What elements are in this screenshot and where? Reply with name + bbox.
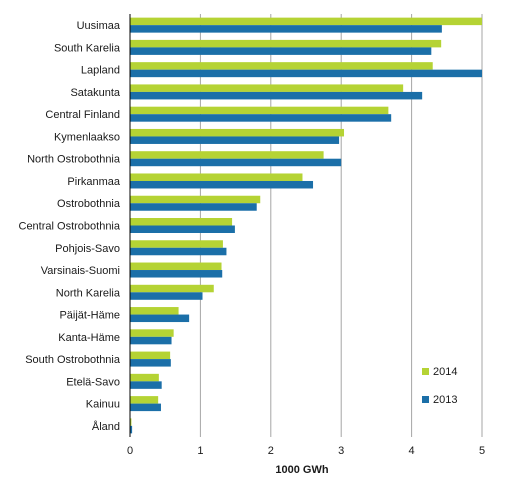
bar-2013-11 (130, 270, 223, 278)
bar-2014-1 (130, 39, 442, 48)
bar-2013-12 (130, 292, 203, 300)
category-label: Kainuu (86, 399, 120, 411)
bar-2014-9 (130, 218, 233, 226)
x-tick-labels: 0 1 2 3 4 5 (127, 445, 485, 457)
bar-2013-1 (130, 47, 432, 55)
bar-2013-9 (130, 225, 235, 233)
bar-2014-18 (130, 418, 132, 426)
bar-2013-0 (130, 25, 442, 33)
category-label: Päijät-Häme (59, 310, 120, 322)
category-label: Åland (92, 420, 120, 433)
category-label: South Karelia (54, 42, 121, 54)
category-label: Central Finland (45, 109, 120, 121)
category-label: Uusimaa (77, 20, 121, 32)
bar-2013-10 (130, 247, 227, 256)
category-label: Varsinais-Suomi (41, 265, 120, 277)
bar-2014-2 (130, 62, 433, 70)
bar-2013-13 (130, 314, 190, 323)
x-tick-label: 1 (197, 445, 203, 457)
category-label: North Karelia (56, 287, 121, 299)
category-labels: Uusimaa South Karelia Lapland Satakunta Cent… (19, 20, 121, 433)
x-tick-label: 4 (409, 445, 415, 457)
category-label: Pohjois-Savo (55, 243, 120, 255)
category-label: South Ostrobothnia (25, 354, 121, 366)
bar-2014-16 (130, 373, 159, 382)
bar-2014-17 (130, 396, 159, 404)
category-label: Central Ostrobothnia (19, 221, 121, 233)
bar-2013-15 (130, 359, 171, 367)
bar-2014-6 (130, 151, 324, 159)
bars (130, 17, 482, 434)
bar-2013-14 (130, 336, 172, 345)
bar-2014-7 (130, 173, 303, 181)
legend-swatch-2013 (422, 396, 429, 403)
category-label: Pirkanmaa (67, 176, 120, 188)
bar-2014-14 (130, 329, 174, 337)
x-axis-title: 1000 GWh (275, 464, 328, 476)
bar-2013-2 (130, 69, 482, 78)
category-label: Ostrobothnia (57, 198, 121, 210)
bar-2013-7 (130, 180, 314, 189)
bar-2014-10 (130, 240, 223, 248)
bar-2014-15 (130, 351, 171, 360)
category-label: Satakunta (70, 87, 120, 99)
legend-swatch-2014 (422, 368, 429, 375)
category-label: North Ostrobothnia (27, 154, 121, 166)
bar-2014-12 (130, 284, 214, 293)
bar-2014-8 (130, 195, 261, 204)
category-label: Kanta-Häme (58, 332, 120, 344)
category-label: Etelä-Savo (66, 376, 120, 388)
bar-2013-16 (130, 381, 162, 389)
legend-label: 2013 (433, 394, 457, 406)
category-label: Kymenlaakso (54, 131, 120, 143)
bar-2013-3 (130, 91, 423, 100)
bar-2014-3 (130, 84, 404, 92)
legend: 2014 2013 (422, 366, 457, 406)
category-label: Lapland (81, 65, 120, 77)
bar-2014-4 (130, 106, 389, 115)
bar-2014-5 (130, 128, 345, 137)
bar-2013-5 (130, 136, 340, 144)
bar-2014-0 (130, 17, 482, 26)
x-tick-label: 0 (127, 445, 133, 457)
x-tick-label: 2 (268, 445, 274, 457)
bar-2013-8 (130, 203, 257, 211)
legend-label: 2014 (433, 366, 457, 378)
bar-2014-13 (130, 307, 179, 315)
x-tick-label: 3 (338, 445, 344, 457)
x-tick-label: 5 (479, 445, 485, 457)
bar-2013-18 (130, 425, 133, 434)
bar-2013-4 (130, 114, 392, 122)
bar-2013-6 (130, 158, 342, 167)
bar-2014-11 (130, 262, 222, 271)
bar-2013-17 (130, 403, 161, 412)
